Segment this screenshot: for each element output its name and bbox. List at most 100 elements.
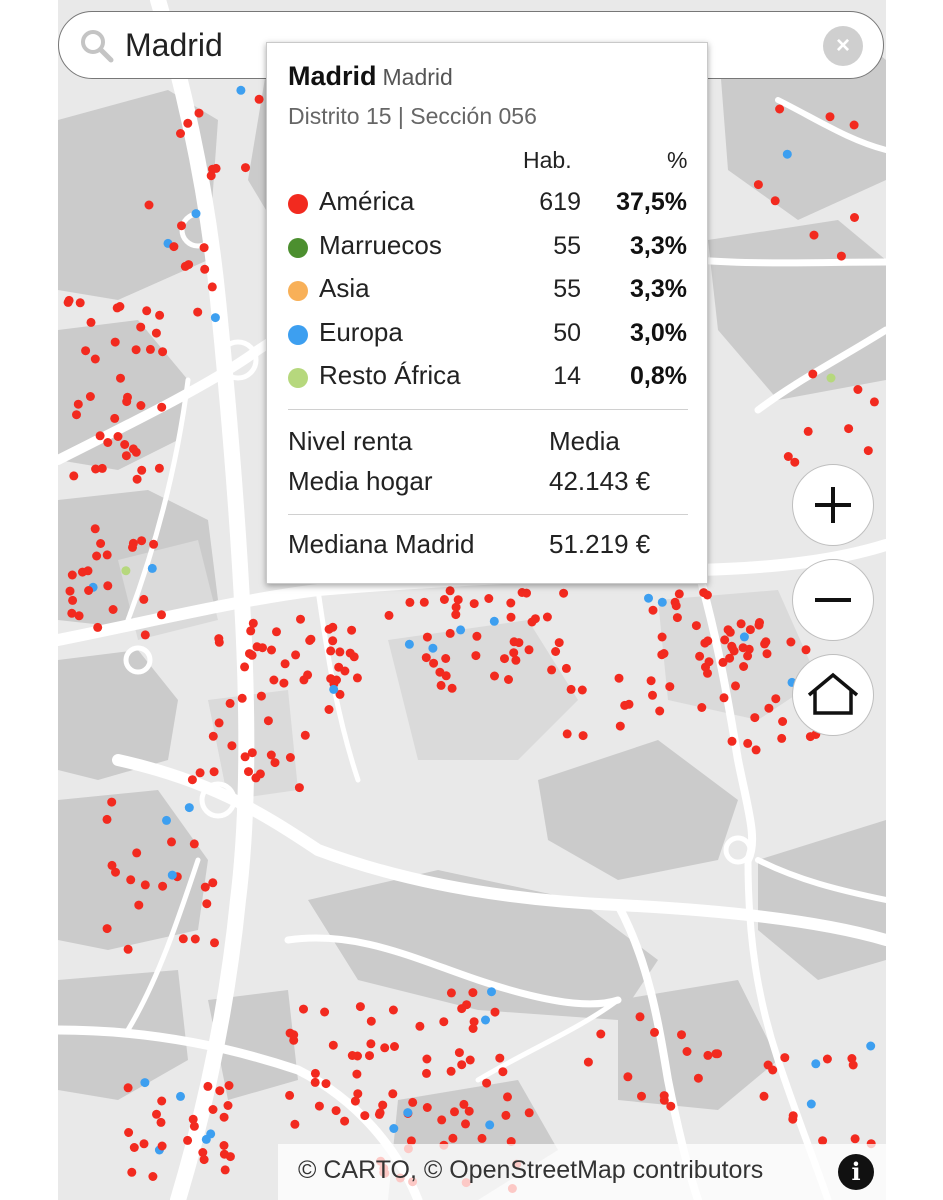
population-dot <box>294 783 304 793</box>
population-dot <box>806 1099 816 1109</box>
household-label: Media hogar <box>288 466 433 496</box>
population-dot <box>700 638 710 648</box>
population-dot <box>102 924 112 934</box>
population-dot <box>290 1119 300 1129</box>
population-dot <box>115 302 125 311</box>
origin-row-america: América 619 37,5% <box>267 186 707 222</box>
population-dot <box>421 653 431 663</box>
population-dot <box>808 369 818 379</box>
population-dot <box>335 689 345 699</box>
info-button[interactable]: i <box>838 1154 874 1190</box>
population-dot <box>240 752 250 762</box>
population-dot <box>754 620 764 630</box>
population-dot <box>620 700 630 710</box>
population-dot <box>380 1043 390 1053</box>
population-dot <box>219 1112 229 1122</box>
population-dot <box>97 463 107 473</box>
legend-dot-america <box>288 194 308 214</box>
population-dot <box>237 693 247 703</box>
population-dot <box>445 586 455 596</box>
population-dot <box>753 180 763 190</box>
population-dot <box>448 1133 458 1143</box>
origin-pct: 3,3% <box>630 275 687 303</box>
population-dot <box>551 647 561 656</box>
population-dot <box>850 1134 860 1144</box>
population-dot <box>648 690 657 700</box>
population-dot <box>725 653 735 663</box>
population-dot <box>825 112 835 122</box>
population-dot <box>559 588 569 598</box>
median-value: 51.219 € <box>549 529 651 559</box>
population-dot <box>384 610 394 620</box>
population-dot <box>236 85 246 95</box>
population-dot <box>124 1128 134 1137</box>
population-dot <box>176 1091 185 1101</box>
legend-dot-asia <box>288 281 308 301</box>
population-dot <box>422 1068 431 1078</box>
population-dot <box>471 651 481 661</box>
population-dot <box>84 586 94 595</box>
population-dot <box>285 1090 295 1100</box>
population-dot <box>210 313 220 323</box>
population-dot <box>388 1005 398 1015</box>
population-dot <box>468 1024 478 1033</box>
population-dot <box>177 221 186 231</box>
population-dot <box>677 1030 686 1040</box>
population-dot <box>285 753 295 762</box>
zoom-in-button[interactable] <box>792 464 874 546</box>
population-dot <box>128 542 137 552</box>
population-dot <box>451 610 461 620</box>
population-dot <box>457 1060 467 1070</box>
population-dot <box>126 875 136 885</box>
population-dot <box>223 1101 233 1110</box>
population-dot <box>764 703 774 713</box>
population-dot <box>428 643 438 653</box>
population-dots <box>63 27 879 1193</box>
origin-row-marruecos: Marruecos 55 3,3% <box>267 230 707 266</box>
population-dot <box>347 1051 357 1060</box>
population-dot <box>199 243 209 253</box>
population-dot <box>437 1115 447 1125</box>
population-dot <box>152 1109 161 1119</box>
population-dot <box>107 797 117 807</box>
population-dot <box>390 1042 399 1051</box>
clear-search-button[interactable]: × <box>823 26 863 66</box>
population-dot <box>744 644 754 654</box>
population-dot <box>95 431 105 441</box>
attribution-text[interactable]: © CARTO, © OpenStreetMap contributors <box>298 1156 764 1184</box>
population-dot <box>193 307 203 317</box>
population-dot <box>547 665 557 675</box>
population-dot <box>347 625 357 635</box>
search-icon <box>81 30 114 63</box>
column-header-hab: Hab. <box>523 147 572 173</box>
population-dot <box>158 881 168 891</box>
population-dot <box>167 837 176 847</box>
zoom-out-button[interactable] <box>792 559 874 641</box>
population-dot <box>672 613 682 623</box>
population-dot <box>468 988 478 998</box>
population-dot <box>280 659 290 669</box>
population-dot <box>739 662 749 671</box>
population-dot <box>329 684 339 694</box>
population-dot <box>778 717 788 726</box>
minus-icon <box>815 598 851 602</box>
population-dot <box>697 703 707 712</box>
population-dot <box>404 639 414 649</box>
population-dot <box>441 671 451 681</box>
population-dot <box>224 1081 234 1090</box>
population-dot <box>147 563 157 573</box>
population-dot <box>225 698 235 708</box>
population-dot <box>194 108 204 118</box>
population-dot <box>178 934 188 944</box>
population-dot <box>866 1041 876 1051</box>
population-dot <box>659 1091 669 1101</box>
home-button[interactable] <box>792 654 874 736</box>
population-dot <box>331 1106 341 1116</box>
population-dot <box>111 867 120 877</box>
population-dot <box>530 614 540 624</box>
population-dot <box>504 675 513 684</box>
population-dot <box>863 446 873 456</box>
population-dot <box>723 625 733 635</box>
population-dot <box>116 373 125 383</box>
population-dot <box>269 675 279 685</box>
